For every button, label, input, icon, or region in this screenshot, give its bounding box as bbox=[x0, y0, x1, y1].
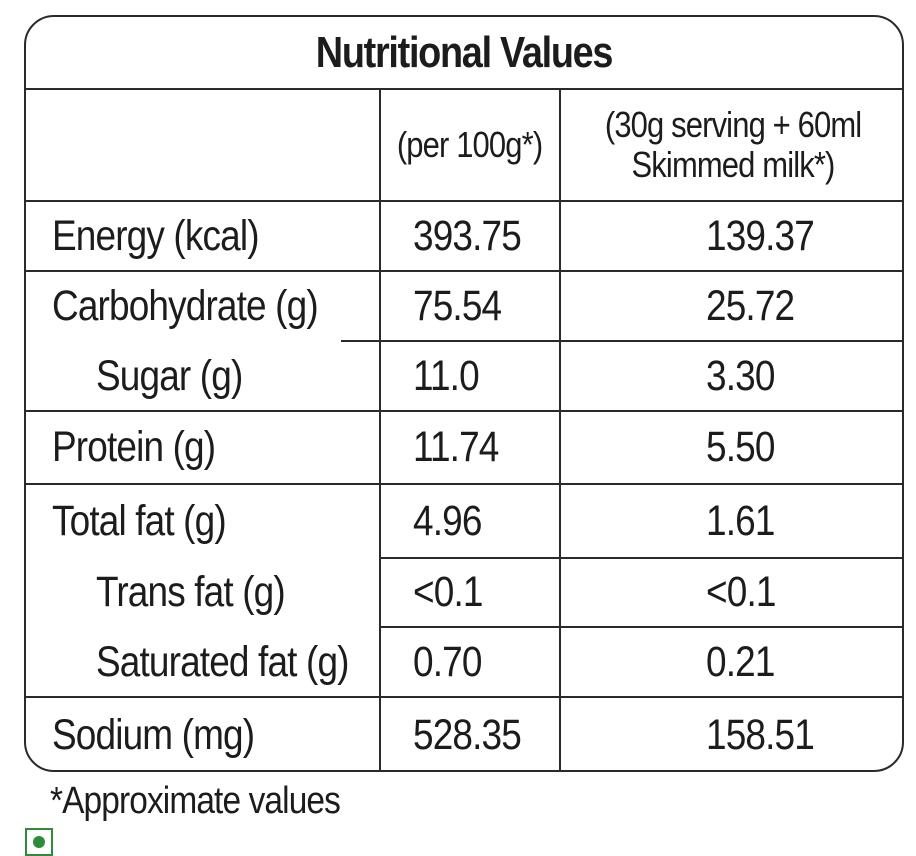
value-serving: <0.1 bbox=[706, 568, 776, 616]
value-per-100g: 75.54 bbox=[413, 281, 502, 330]
value-per-100g: <0.1 bbox=[413, 568, 483, 616]
row-divider bbox=[381, 626, 902, 628]
value-per-100g: 0.70 bbox=[413, 637, 482, 686]
row-label: Protein (g) bbox=[52, 423, 216, 471]
value-serving: 5.50 bbox=[706, 423, 775, 471]
nutrition-table: Nutritional Values (per 100g*) (30g serv… bbox=[24, 15, 904, 772]
table-row: Total fat (g) bbox=[52, 485, 254, 557]
row-label: Trans fat (g) bbox=[96, 568, 286, 616]
row-divider bbox=[26, 270, 902, 272]
row-divider bbox=[26, 483, 902, 485]
row-divider bbox=[381, 557, 902, 559]
value-serving: 139.37 bbox=[706, 211, 815, 260]
row-label: Carbohydrate (g) bbox=[52, 281, 319, 330]
value-serving: 1.61 bbox=[706, 496, 775, 545]
table-row: Saturated fat (g) bbox=[96, 628, 390, 696]
row-label: Saturated fat (g) bbox=[96, 637, 349, 686]
column-header-per-100g: (per 100g*) bbox=[397, 124, 543, 165]
row-label: Sugar (g) bbox=[96, 351, 243, 400]
value-per-100g: 4.96 bbox=[413, 496, 482, 545]
value-serving: 25.72 bbox=[706, 281, 795, 330]
value-per-100g: 393.75 bbox=[413, 211, 522, 260]
value-serving: 158.51 bbox=[706, 710, 815, 759]
vegetarian-dot bbox=[33, 836, 45, 848]
row-label: Sodium (mg) bbox=[52, 710, 255, 759]
table-row: Trans fat (g) bbox=[96, 559, 316, 626]
row-label: Total fat (g) bbox=[52, 496, 227, 545]
value-per-100g: 11.74 bbox=[413, 423, 499, 471]
column-divider bbox=[559, 88, 561, 770]
table-title: Nutritional Values bbox=[315, 28, 614, 77]
table-row: Sugar (g) bbox=[96, 342, 266, 410]
column-header-divider bbox=[26, 200, 902, 202]
table-row: Energy (kcal) bbox=[52, 202, 292, 270]
row-divider bbox=[26, 696, 902, 698]
table-row: Protein (g) bbox=[52, 412, 242, 483]
row-divider bbox=[341, 340, 902, 342]
column-divider bbox=[379, 88, 381, 770]
table-row: Carbohydrate (g) bbox=[52, 272, 361, 340]
header-divider bbox=[26, 88, 902, 90]
vegetarian-mark-icon bbox=[25, 828, 53, 856]
column-header-serving: (30g serving + 60ml Skimmed milk*) bbox=[605, 104, 862, 185]
footnote: *Approximate values bbox=[50, 780, 341, 822]
row-label: Energy (kcal) bbox=[52, 211, 260, 260]
value-per-100g: 528.35 bbox=[413, 710, 522, 759]
table-row: Sodium (mg) bbox=[52, 698, 287, 770]
value-serving: 0.21 bbox=[706, 637, 775, 686]
value-per-100g: 11.0 bbox=[413, 351, 480, 400]
row-divider bbox=[26, 410, 902, 412]
value-serving: 3.30 bbox=[706, 351, 775, 400]
